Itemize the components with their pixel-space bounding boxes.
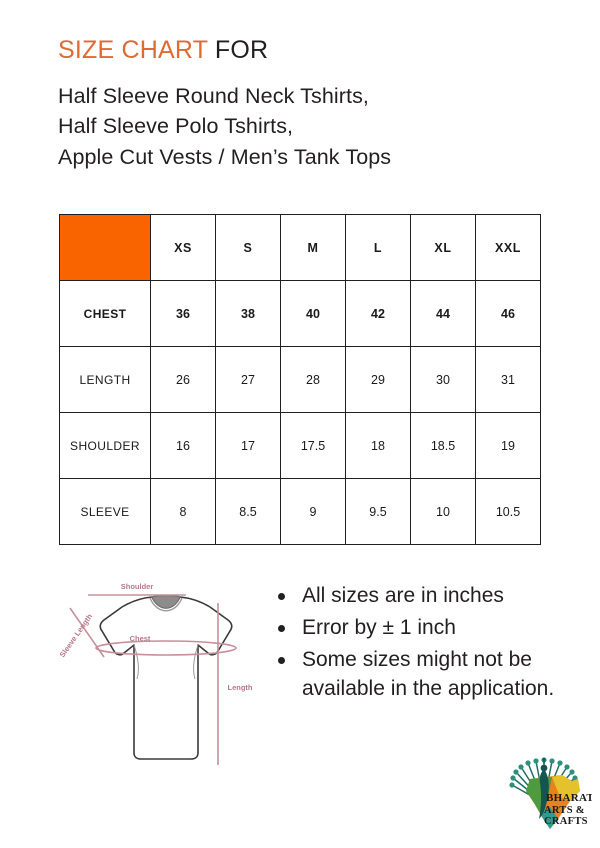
page-title-highlight: SIZE CHART <box>58 36 208 64</box>
chest-label: Chest <box>130 634 151 643</box>
logo-line-1: BHARAT <box>546 792 592 804</box>
cell-length-m: 28 <box>280 346 346 413</box>
tshirt-measurement-diagram: Shoulder Sleeve Length Chest Length <box>40 565 275 815</box>
cell-sleeve-xxl: 10.5 <box>475 478 541 545</box>
row-label-sleeve: SLEEVE <box>59 478 151 545</box>
cell-length-xxl: 31 <box>475 346 541 413</box>
page-title: SIZE CHART FOR <box>58 36 558 65</box>
cell-length-l: 29 <box>345 346 411 413</box>
cell-sleeve-l: 9.5 <box>345 478 411 545</box>
cell-shoulder-s: 17 <box>215 412 281 479</box>
column-header-m: M <box>280 214 346 281</box>
list-item: Some sizes might not be available in the… <box>272 646 572 704</box>
cell-length-xl: 30 <box>410 346 476 413</box>
row-label-length: LENGTH <box>59 346 151 413</box>
cell-chest-m: 40 <box>280 280 346 347</box>
cell-chest-s: 38 <box>215 280 281 347</box>
list-item: Error by ± 1 inch <box>272 614 572 643</box>
table-row: LENGTH 26 27 28 29 30 31 <box>59 346 541 413</box>
cell-shoulder-xs: 16 <box>150 412 216 479</box>
cell-chest-l: 42 <box>345 280 411 347</box>
size-chart-table: XS S M L XL XXL CHEST 36 38 40 42 44 46 … <box>59 214 541 545</box>
cell-shoulder-l: 18 <box>345 412 411 479</box>
chest-measure-ellipse <box>95 640 237 656</box>
page-title-rest: FOR <box>207 36 269 64</box>
brand-logo: BHARAT ARTS & CRAFTS <box>500 757 592 837</box>
column-header-xs: XS <box>150 214 216 281</box>
cell-sleeve-xl: 10 <box>410 478 476 545</box>
cell-sleeve-s: 8.5 <box>215 478 281 545</box>
cell-shoulder-m: 17.5 <box>280 412 346 479</box>
row-label-chest: CHEST <box>59 280 151 347</box>
list-item: All sizes are in inches <box>272 582 572 611</box>
product-list: Half Sleeve Round Neck Tshirts, Half Sle… <box>58 81 558 173</box>
peacock-body-icon <box>539 758 549 819</box>
cell-chest-xxl: 46 <box>475 280 541 347</box>
product-line-2: Half Sleeve Polo Tshirts, <box>58 114 294 139</box>
product-line-3: Apple Cut Vests / Men’s Tank Tops <box>58 144 392 169</box>
logo-line-3: CRAFTS <box>544 816 588 827</box>
table-row: CHEST 36 38 40 42 44 46 <box>59 280 541 347</box>
cell-chest-xs: 36 <box>150 280 216 347</box>
row-label-shoulder: SHOULDER <box>59 412 151 479</box>
cell-sleeve-m: 9 <box>280 478 346 545</box>
column-header-l: L <box>345 214 411 281</box>
notes-list: All sizes are in inches Error by ± 1 inc… <box>272 582 572 707</box>
table-row: SHOULDER 16 17 17.5 18 18.5 19 <box>59 412 541 479</box>
table-header-row: XS S M L XL XXL <box>59 214 541 281</box>
cell-sleeve-xs: 8 <box>150 478 216 545</box>
length-label: Length <box>228 683 253 692</box>
column-header-xl: XL <box>410 214 476 281</box>
column-header-xxl: XXL <box>475 214 541 281</box>
column-header-s: S <box>215 214 281 281</box>
cell-chest-xl: 44 <box>410 280 476 347</box>
table-row: SLEEVE 8 8.5 9 9.5 10 10.5 <box>59 478 541 545</box>
cell-shoulder-xxl: 19 <box>475 412 541 479</box>
table-corner-cell <box>59 214 151 281</box>
sleeve-length-measure-line <box>69 607 105 658</box>
page-header: SIZE CHART FOR Half Sleeve Round Neck Ts… <box>58 36 558 172</box>
logo-line-2: ARTS & <box>544 805 585 816</box>
product-line-1: Half Sleeve Round Neck Tshirts, <box>58 83 370 108</box>
shoulder-label: Shoulder <box>121 582 154 591</box>
cell-shoulder-xl: 18.5 <box>410 412 476 479</box>
cell-length-xs: 26 <box>150 346 216 413</box>
cell-length-s: 27 <box>215 346 281 413</box>
